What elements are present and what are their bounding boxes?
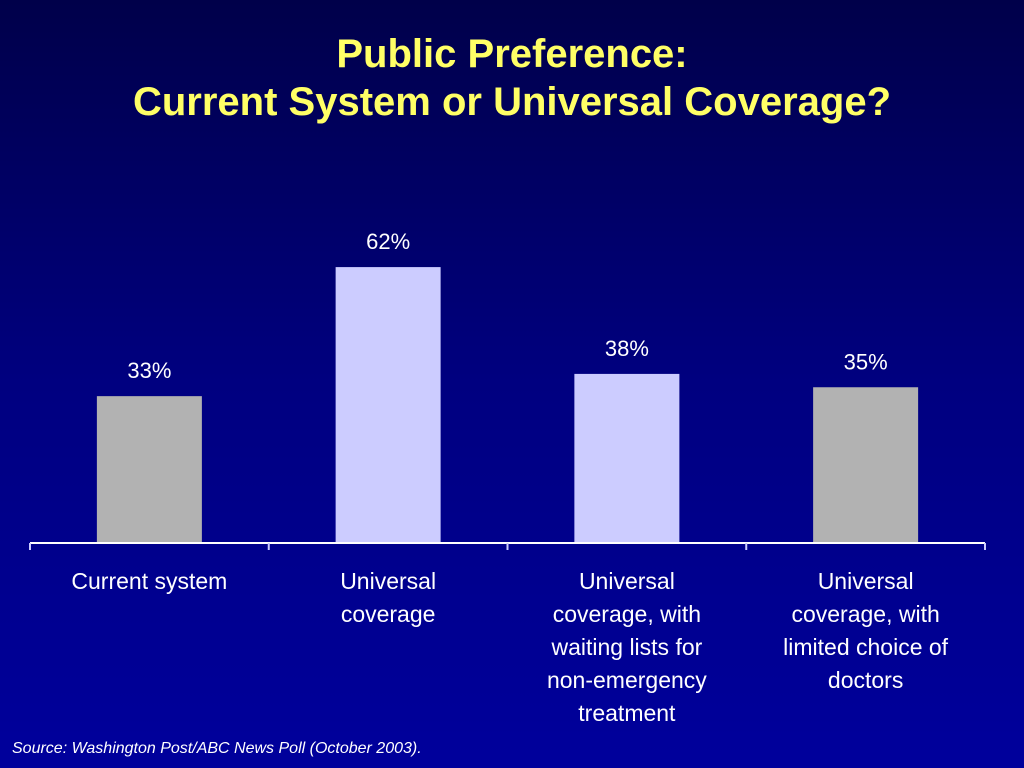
category-label: Universal [579, 568, 675, 594]
bar [574, 373, 680, 543]
category-label: coverage, with [553, 601, 701, 627]
category-label: non-emergency [547, 667, 707, 693]
category-label: waiting lists for [550, 634, 702, 660]
data-label: 33% [127, 358, 171, 383]
data-label: 38% [605, 336, 649, 361]
category-label: doctors [828, 667, 903, 693]
category-label: coverage, with [791, 601, 939, 627]
category-label: limited choice of [783, 634, 949, 660]
bar [813, 387, 919, 543]
title-line-1: Public Preference: [336, 32, 688, 76]
source-note: Source: Washington Post/ABC News Poll (O… [12, 740, 422, 757]
data-label: 62% [366, 229, 410, 254]
bar [335, 267, 441, 543]
category-label: Current system [71, 568, 227, 594]
category-label: Universal [340, 568, 436, 594]
category-label: Universal [818, 568, 914, 594]
data-label: 35% [844, 349, 888, 374]
category-label: treatment [578, 700, 676, 726]
title-line-2: Current System or Universal Coverage? [132, 80, 892, 124]
chart-title: Public Preference: Current System or Uni… [0, 30, 1024, 126]
category-label: coverage [341, 601, 436, 627]
bar [96, 396, 202, 543]
